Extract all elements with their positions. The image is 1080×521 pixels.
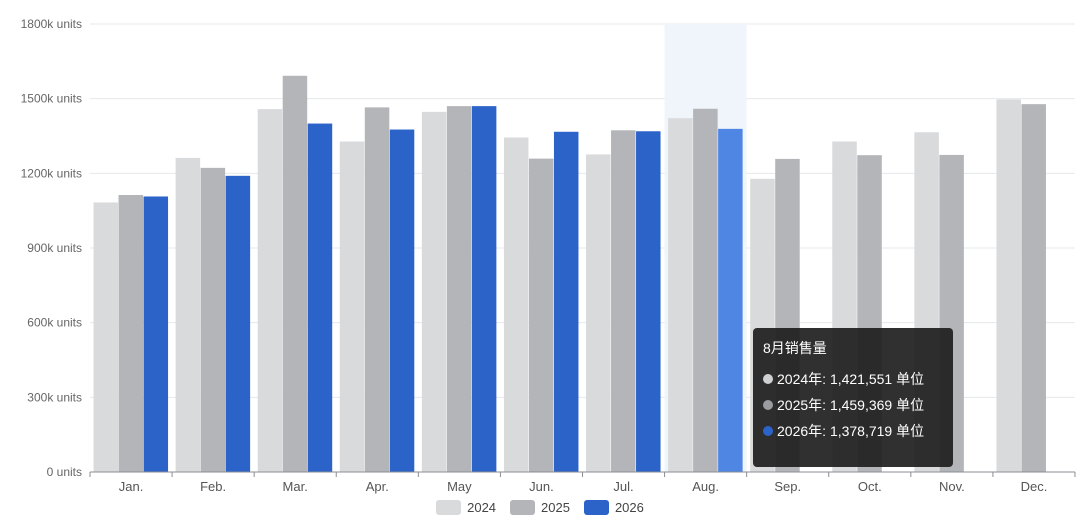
bar-2024-Jan[interactable] (93, 202, 119, 472)
x-tick-label: Aug. (692, 479, 719, 494)
tooltip-value-2025: 1,459,369 (829, 397, 893, 413)
tooltip-unit-2025: 单位 (896, 397, 925, 413)
tooltip-row-2024: 2024年: 1,421,551 单位 (763, 366, 943, 392)
bar-2025-Dec[interactable] (1021, 104, 1046, 473)
tooltip-dot-2024 (763, 374, 773, 384)
x-tick-label: Sep. (774, 479, 801, 494)
y-tick-label: 900k units (27, 241, 82, 255)
bars (93, 75, 1046, 473)
bar-2025-Jun[interactable] (528, 158, 554, 472)
bar-2024-Apr[interactable] (339, 141, 365, 472)
bar-2024-May[interactable] (421, 111, 447, 472)
legend-item-2026[interactable]: 2026 (583, 500, 644, 515)
x-tick-label: Jun. (529, 479, 554, 494)
x-tick-label: Jan. (119, 479, 144, 494)
bar-2026-May[interactable] (471, 106, 497, 472)
x-tick-label: Jul. (613, 479, 633, 494)
bar-2024-Feb[interactable] (175, 157, 201, 472)
x-tick-label: Feb. (200, 479, 226, 494)
bar-2026-Jun[interactable] (553, 131, 579, 472)
y-tick-label: 300k units (27, 390, 82, 404)
tooltip-dot-2025 (763, 400, 773, 410)
y-tick-label: 1200k units (21, 166, 82, 180)
bar-2026-Feb[interactable] (225, 175, 251, 473)
tooltip-title: 8月销售量 (763, 340, 827, 356)
bar-2025-Jul[interactable] (611, 130, 636, 472)
tooltip-row-2025: 2025年: 1,459,369 单位 (763, 392, 943, 418)
bar-2026-Mar[interactable] (307, 123, 333, 473)
bar-2024-Jun[interactable] (503, 137, 529, 472)
grid-lines: 0 units 300k units 600k units 900k units 120… (21, 17, 1075, 479)
legend-label-2024: 2024 (467, 500, 497, 515)
tooltip-dot-2026 (763, 426, 773, 436)
tooltip-label-2025: 2025年: (777, 397, 827, 413)
bar-2026-Jul[interactable] (636, 131, 661, 472)
bar-2025-May[interactable] (446, 106, 472, 472)
tooltip-label-2024: 2024年: (777, 371, 827, 387)
bar-2024-Mar[interactable] (257, 109, 283, 473)
x-tick-label: Mar. (283, 479, 308, 494)
y-tick-label: 0 units (47, 465, 82, 479)
bar-2025-Apr[interactable] (364, 107, 390, 472)
bar-2026-Aug[interactable] (718, 128, 743, 472)
tooltip: 8月销售量 2024年: 1,421,551 单位 2025年: 1,459,3… (753, 328, 953, 467)
tooltip-value-2026: 1,378,719 (829, 423, 893, 439)
y-tick-label: 1800k units (21, 17, 82, 31)
y-tick-label: 1500k units (21, 92, 82, 106)
legend: 2024 2025 2026 (0, 500, 1080, 515)
bar-2026-Jan[interactable] (143, 196, 169, 473)
legend-item-2024[interactable]: 2024 (436, 500, 496, 515)
bar-2025-Aug[interactable] (693, 108, 718, 473)
bar-2026-Apr[interactable] (389, 129, 415, 473)
x-tick-label: Apr. (366, 479, 389, 494)
bar-2025-Mar[interactable] (282, 75, 308, 472)
x-tick-label: Dec. (1021, 479, 1048, 494)
tooltip-row-2026: 2026年: 1,378,719 单位 (763, 418, 943, 444)
tooltip-label-2026: 2026年: (777, 423, 827, 439)
x-tick-label: Nov. (939, 479, 965, 494)
bar-2025-Jan[interactable] (118, 194, 144, 472)
tooltip-unit-2024: 单位 (896, 371, 925, 387)
sales-bar-chart: 0 units 300k units 600k units 900k units 120… (21, 17, 1076, 494)
x-tick-label: May (447, 479, 472, 494)
legend-swatch-2024 (436, 500, 462, 515)
legend-label-2026: 2026 (614, 500, 644, 515)
legend-label-2025: 2025 (541, 500, 570, 515)
legend-item-2025[interactable]: 2025 (510, 500, 570, 515)
tooltip-unit-2026: 单位 (896, 423, 925, 439)
y-tick-label: 600k units (27, 316, 82, 330)
bar-2025-Feb[interactable] (200, 167, 226, 472)
x-tick-label: Oct. (858, 479, 882, 494)
legend-swatch-2025 (510, 500, 536, 515)
bar-2024-Dec[interactable] (996, 99, 1021, 472)
tooltip-value-2024: 1,421,551 (829, 371, 893, 387)
axes: Jan. Feb. Mar. Apr. May Jun. Jul. Aug. Sep. Oct. N… (89, 471, 1076, 494)
bar-2024-Jul[interactable] (586, 154, 611, 472)
bar-2024-Aug[interactable] (668, 118, 693, 473)
legend-swatch-2026 (583, 500, 609, 515)
